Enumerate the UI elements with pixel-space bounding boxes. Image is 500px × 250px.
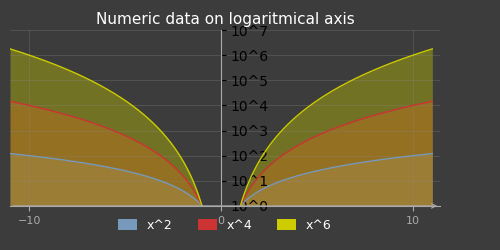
Legend: x^2, x^4, x^6: x^2, x^4, x^6 [113,214,337,237]
Title: Numeric data on logaritmical axis: Numeric data on logaritmical axis [96,12,354,28]
